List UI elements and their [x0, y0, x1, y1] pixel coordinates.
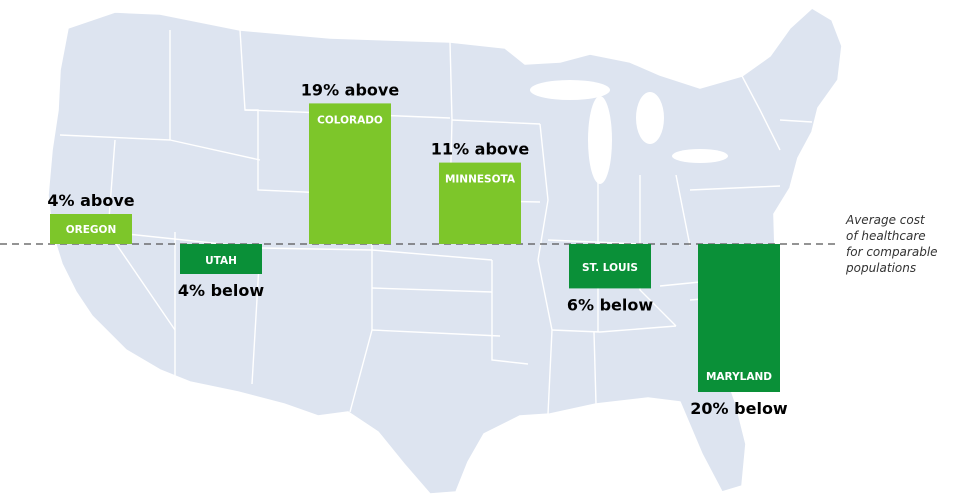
lake-superior: [530, 80, 610, 100]
baseline-note-line-4: populations: [845, 261, 916, 275]
value-label-oregon: 4% above: [47, 191, 134, 210]
us-map-background: [47, 7, 843, 495]
bar-label-colorado: COLORADO: [317, 114, 383, 126]
lake-erie: [672, 149, 728, 163]
value-label-maryland: 20% below: [690, 399, 788, 418]
value-label-minnesota: 11% above: [431, 140, 530, 159]
bar-label-minnesota: MINNESOTA: [445, 174, 516, 186]
bar-oregon: [50, 214, 132, 244]
bar-label-utah: UTAH: [205, 255, 237, 267]
lake-huron: [636, 92, 664, 144]
baseline-note-line-2: of healthcare: [846, 229, 926, 243]
bars: [50, 103, 780, 392]
bar-label-oregon: OREGON: [66, 224, 117, 236]
baseline-annotation: Average cost of healthcare for comparabl…: [845, 213, 938, 275]
bar-st-louis: [569, 244, 651, 289]
bar-category-labels: OREGON UTAH COLORADO MINNESOTA ST. LOUIS…: [66, 114, 773, 383]
baseline-note-line-3: for comparable: [846, 245, 938, 259]
value-label-colorado: 19% above: [301, 80, 400, 99]
bar-utah: [180, 244, 262, 274]
bar-minnesota: [439, 162, 521, 244]
lake-michigan: [588, 96, 612, 184]
bar-maryland: [698, 244, 780, 392]
baseline-note-line-1: Average cost: [845, 213, 926, 227]
value-label-utah: 4% below: [178, 281, 265, 300]
bar-label-maryland: MARYLAND: [706, 371, 772, 383]
bar-colorado: [309, 103, 391, 245]
bar-label-st-louis: ST. LOUIS: [582, 262, 638, 274]
value-label-st-louis: 6% below: [567, 295, 654, 314]
bar-value-labels: 4% above 4% below 19% above 11% above 6%…: [47, 80, 788, 418]
